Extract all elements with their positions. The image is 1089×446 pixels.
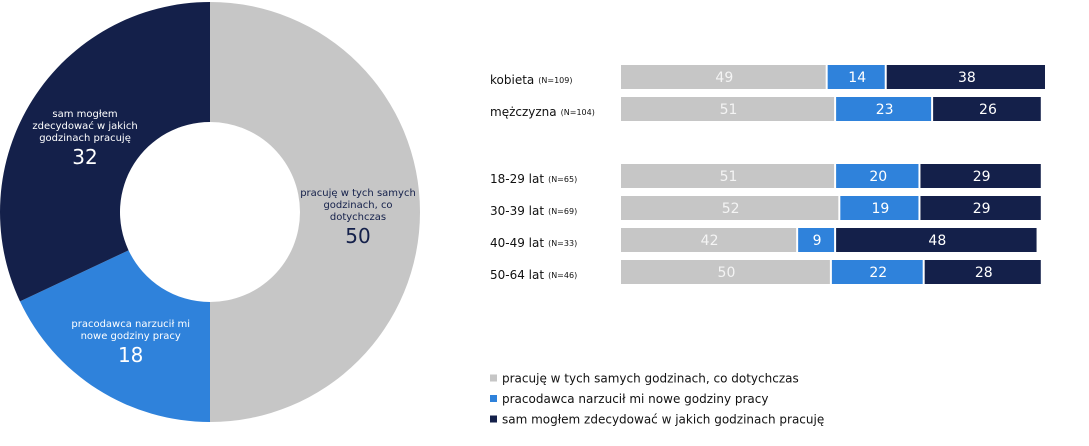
bar-value: 14: [848, 70, 866, 86]
bar-value: 29: [973, 201, 991, 217]
donut-label-text: pracodawca narzucił mi nowe godziny prac…: [71, 318, 191, 342]
bar-value: 38: [958, 70, 976, 86]
bar-segment: [920, 196, 1041, 220]
category-note: (N=65): [548, 175, 577, 184]
bar-value: 22: [869, 265, 887, 281]
bar-segment: [836, 228, 1037, 252]
legend-swatch: [490, 374, 497, 382]
bar-value: 19: [871, 201, 889, 217]
category-label: kobieta (N=109): [490, 73, 572, 87]
category-name: kobieta: [490, 73, 534, 87]
category-name: 30-39 lat: [490, 204, 544, 218]
category-note: (N=69): [548, 207, 577, 216]
legend-label: pracuję w tych samych godzinach, co doty…: [502, 372, 799, 386]
bar-segment: [827, 65, 885, 89]
bar-segment: [621, 65, 826, 89]
legend-swatch: [490, 415, 497, 423]
category-note: (N=109): [538, 76, 572, 85]
category-label: 30-39 lat (N=69): [490, 204, 577, 218]
donut-label: sam mogłem zdecydować w jakich godzinach…: [25, 109, 145, 169]
bar-value: 28: [975, 265, 993, 281]
donut-segment: [210, 2, 420, 422]
bar-value: 23: [876, 102, 894, 118]
bar-value: 42: [701, 233, 719, 249]
bar-segment: [621, 97, 835, 121]
bar-segment: [920, 164, 1041, 188]
bar-segment: [836, 164, 919, 188]
bar-segment: [621, 228, 797, 252]
donut-label-text: pracuję w tych samych godzinach, co doty…: [300, 188, 416, 223]
category-name: 50-64 lat: [490, 268, 544, 282]
bar-segment: [621, 260, 830, 284]
donut-value: 50: [345, 224, 371, 248]
category-note: (N=104): [561, 108, 595, 117]
category-note: (N=46): [548, 271, 577, 280]
bar-segment: [886, 65, 1045, 89]
bar-value: 20: [869, 169, 887, 185]
bar-value: 48: [928, 233, 946, 249]
donut-value: 32: [72, 144, 98, 169]
bar-segment: [924, 260, 1041, 284]
category-label: 18-29 lat (N=65): [490, 172, 577, 186]
bar-value: 51: [720, 169, 738, 185]
donut-label: pracodawca narzucił mi nowe godziny prac…: [71, 319, 191, 367]
bar-value: 29: [973, 169, 991, 185]
donut-segment: [0, 2, 210, 302]
donut-label-text: sam mogłem zdecydować w jakich godzinach…: [32, 108, 138, 144]
category-label: mężczyzna (N=104): [490, 105, 595, 119]
category-name: 18-29 lat: [490, 172, 544, 186]
bar-segment: [621, 196, 839, 220]
bar-value: 52: [722, 201, 740, 217]
legend-label: pracodawca narzucił mi nowe godziny prac…: [502, 392, 768, 406]
bar-segment: [933, 97, 1041, 121]
bar-value: 9: [813, 233, 822, 249]
bar-segment: [836, 97, 932, 121]
category-label: 50-64 lat (N=46): [490, 268, 577, 282]
bar-value: 51: [720, 102, 738, 118]
bar-segment: [831, 260, 923, 284]
donut-label: pracuję w tych samych godzinach, co doty…: [298, 188, 418, 248]
bar-value: 26: [979, 102, 997, 118]
donut-value: 18: [117, 342, 144, 367]
bar-segment: [798, 228, 835, 252]
category-name: 40-49 lat: [490, 236, 544, 250]
donut-segment: [19, 250, 211, 422]
bar-segment: [840, 196, 919, 220]
category-label: 40-49 lat (N=33): [490, 236, 577, 250]
bar-value: 49: [715, 70, 733, 86]
category-name: mężczyzna: [490, 105, 557, 119]
legend-swatch: [490, 395, 497, 402]
legend-label: sam mogłem zdecydować w jakich godzinach…: [502, 413, 824, 427]
category-note: (N=33): [548, 239, 577, 248]
bar-value: 50: [718, 265, 736, 281]
bar-segment: [621, 164, 835, 188]
